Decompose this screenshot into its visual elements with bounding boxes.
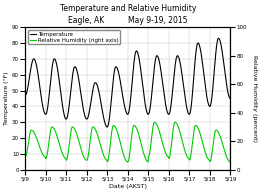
Relative Humidity (right axis): [66, 157, 69, 160]
Temperature: [217, 37, 220, 39]
Temperature: [249, 97, 252, 100]
Temperature: [106, 126, 109, 128]
Line: Temperature: Temperature: [25, 38, 251, 127]
Y-axis label: Temperature (°F): Temperature (°F): [4, 72, 9, 125]
Relative Humidity (right axis): [49, 130, 52, 132]
Temperature: [101, 109, 104, 112]
Temperature: [66, 116, 69, 119]
Temperature: [230, 92, 234, 95]
X-axis label: Date (AKST): Date (AKST): [109, 184, 147, 189]
Relative Humidity (right axis): [158, 131, 161, 134]
Relative Humidity (right axis): [24, 156, 27, 158]
Y-axis label: Relative Humidity (percent): Relative Humidity (percent): [252, 55, 257, 142]
Legend: Temperature, Relative Humidity (right axis): Temperature, Relative Humidity (right ax…: [28, 30, 120, 44]
Relative Humidity (right axis): [249, 156, 252, 158]
Title: Temperature and Relative Humidity
Eagle, AK          May 9-19, 2015: Temperature and Relative Humidity Eagle,…: [60, 4, 196, 25]
Relative Humidity (right axis): [101, 150, 104, 152]
Temperature: [49, 81, 52, 83]
Line: Relative Humidity (right axis): Relative Humidity (right axis): [25, 122, 251, 162]
Relative Humidity (right axis): [153, 121, 156, 123]
Relative Humidity (right axis): [229, 161, 232, 163]
Relative Humidity (right axis): [230, 151, 234, 154]
Temperature: [24, 94, 27, 96]
Temperature: [158, 62, 161, 64]
Relative Humidity (right axis): [239, 134, 242, 136]
Temperature: [239, 44, 242, 47]
